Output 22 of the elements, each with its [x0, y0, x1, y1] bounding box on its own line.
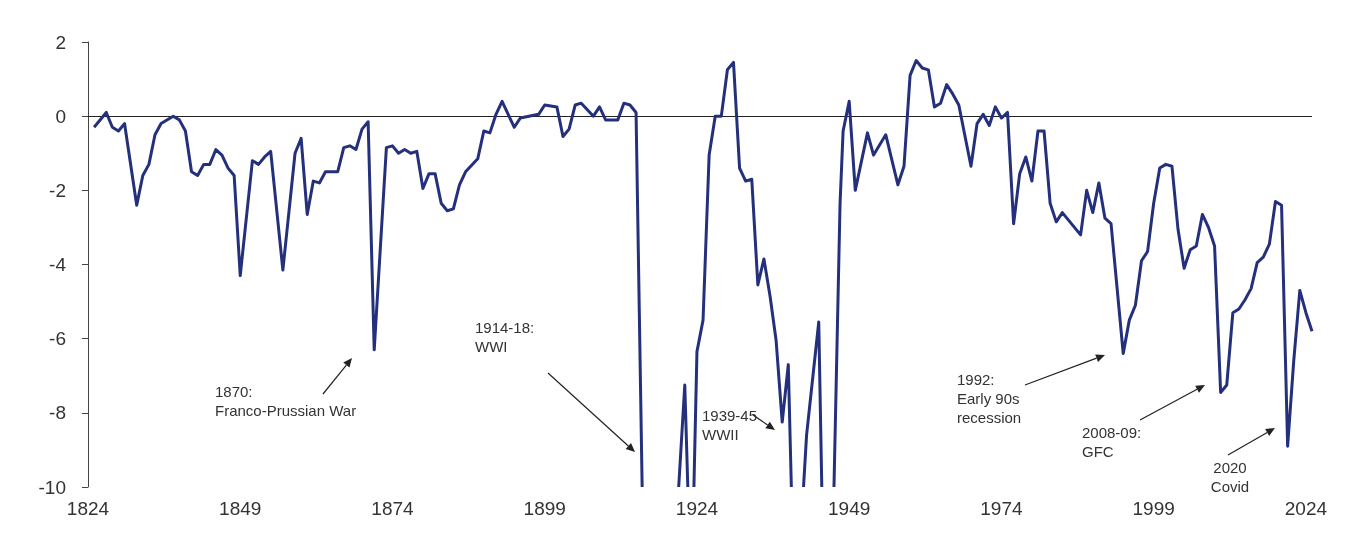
x-tick-label: 2024	[1284, 498, 1328, 519]
annotation: 1914-18: WWI	[475, 319, 535, 355]
y-tick-label: 0	[55, 105, 66, 127]
x-tick-label: 1824	[66, 498, 110, 519]
x-tick-label: 1899	[523, 498, 566, 519]
annotation: 1870: Franco-Prussian War	[215, 383, 357, 419]
annotation: 2008-09: GFC	[1082, 424, 1142, 460]
y-tick-label: -8	[49, 402, 66, 424]
x-tick-label: 1949	[828, 498, 871, 519]
annotation: 2020 Covid	[1210, 459, 1250, 495]
x-tick-label: 1999	[1132, 498, 1175, 519]
x-tick-label: 1874	[371, 498, 415, 519]
x-tick-label: 1924	[675, 498, 719, 519]
y-tick-label: -10	[38, 476, 66, 498]
annotation: 1992: Early 90s recession	[957, 371, 1022, 426]
annotation: 1939-45 WWII	[702, 407, 758, 443]
y-tick-label: -6	[49, 328, 66, 350]
x-tick-label: 1974	[980, 498, 1023, 519]
y-tick-label: 2	[55, 31, 66, 53]
y-tick-label: -2	[49, 179, 66, 201]
x-tick-label: 1849	[219, 498, 262, 519]
y-tick-label: -4	[49, 254, 67, 275]
